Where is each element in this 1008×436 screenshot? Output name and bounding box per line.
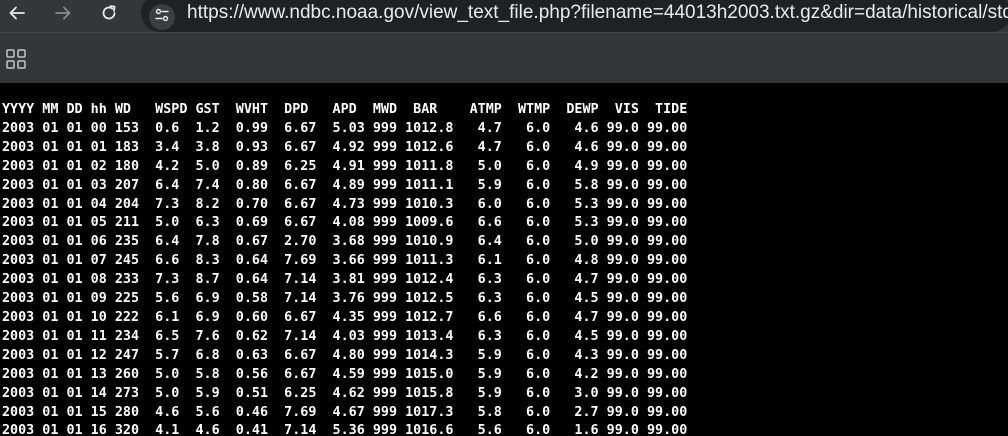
data-row: 2003 01 01 07 245 6.6 8.3 0.64 7.69 3.66… (2, 253, 688, 269)
data-row: 2003 01 01 06 235 6.4 7.8 0.67 2.70 3.68… (2, 234, 688, 250)
data-row: 2003 01 01 08 233 7.3 8.7 0.64 7.14 3.81… (2, 272, 688, 288)
text-file-body: YYYY MM DD hh WD WSPD GST WVHT DPD APD M… (2, 101, 687, 436)
data-row: 2003 01 01 14 273 5.0 5.9 0.51 6.25 4.62… (2, 385, 688, 401)
back-button[interactable] (2, 0, 32, 26)
tune-icon (154, 7, 170, 28)
page-content: YYYY MM DD hh WD WSPD GST WVHT DPD APD M… (0, 83, 1008, 436)
file-header-row: YYYY MM DD hh WD WSPD GST WVHT DPD APD M… (2, 102, 688, 117)
data-row: 2003 01 01 10 222 6.1 6.9 0.60 6.67 4.35… (2, 309, 688, 325)
reload-icon (100, 4, 118, 22)
data-row: 2003 01 01 03 207 6.4 7.4 0.80 6.67 4.89… (2, 177, 688, 193)
arrow-left-icon (8, 4, 26, 22)
data-row: 2003 01 01 12 247 5.7 6.8 0.63 6.67 4.80… (2, 347, 688, 363)
data-row: 2003 01 01 00 153 0.6 1.2 0.99 6.67 5.03… (2, 120, 688, 136)
data-row: 2003 01 01 16 320 4.1 4.6 0.41 7.14 5.36… (2, 423, 688, 436)
data-row: 2003 01 01 09 225 5.6 6.9 0.58 7.14 3.76… (2, 291, 688, 307)
browser-chrome: https://www.ndbc.noaa.gov/view_text_file… (0, 0, 1008, 83)
site-info-button[interactable] (149, 4, 175, 30)
data-row: 2003 01 01 05 211 5.0 6.3 0.69 6.67 4.08… (2, 215, 688, 231)
file-data-rows: 2003 01 01 00 153 0.6 1.2 0.99 6.67 5.03… (2, 120, 687, 436)
reload-button[interactable] (94, 0, 124, 26)
data-row: 2003 01 01 02 180 4.2 5.0 0.89 6.25 4.91… (2, 158, 688, 174)
data-row: 2003 01 01 04 204 7.3 8.2 0.70 6.67 4.73… (2, 196, 688, 212)
address-bar[interactable]: https://www.ndbc.noaa.gov/view_text_file… (141, 0, 1008, 32)
apps-grid-icon[interactable] (5, 48, 27, 70)
data-row: 2003 01 01 13 260 5.0 5.8 0.56 6.67 4.59… (2, 366, 688, 382)
data-row: 2003 01 01 11 234 6.5 7.6 0.62 7.14 4.03… (2, 328, 688, 344)
browser-toolbar: https://www.ndbc.noaa.gov/view_text_file… (0, 0, 1008, 32)
bookmarks-bar (0, 32, 1008, 83)
data-row: 2003 01 01 15 280 4.6 5.6 0.46 7.69 4.67… (2, 404, 688, 420)
url-text[interactable]: https://www.ndbc.noaa.gov/view_text_file… (187, 2, 1008, 23)
arrow-right-icon (54, 4, 72, 22)
data-row: 2003 01 01 01 183 3.4 3.8 0.93 6.67 4.92… (2, 139, 688, 155)
forward-button[interactable] (48, 0, 78, 26)
